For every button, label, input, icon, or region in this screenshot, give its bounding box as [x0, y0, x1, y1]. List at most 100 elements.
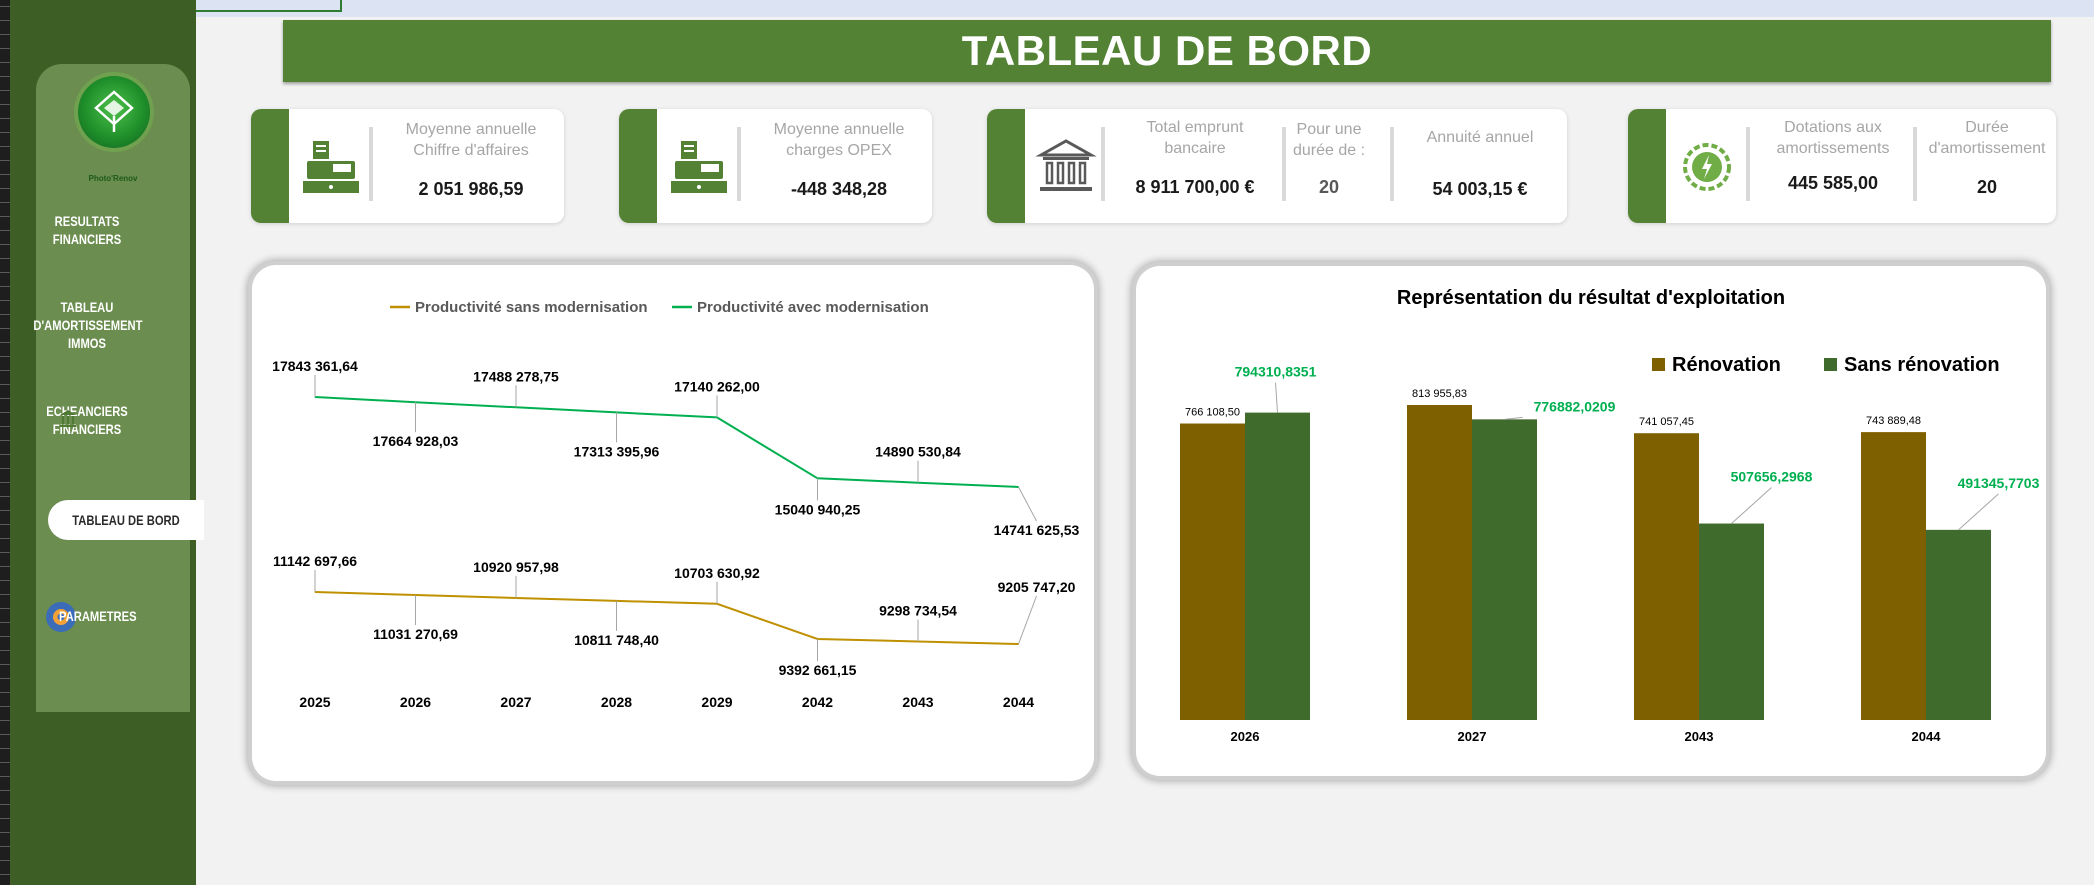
- kpi-card-emprunt: Total emprunt bancaire 8 911 700,00 € Po…: [987, 109, 1567, 223]
- card-separator: [1913, 127, 1917, 201]
- nav-resultats-financiers[interactable]: RESULTATS FINANCIERS: [52, 213, 122, 247]
- x-tick-label: 2044: [1912, 729, 1942, 744]
- data-label: 491345,7703: [1958, 475, 2040, 491]
- legend-entry: Rénovation: [1672, 354, 1781, 376]
- sidebar: Photo'Renov RESULTATS FINANCIERS TABLEAU…: [10, 0, 204, 885]
- chart-legend: Productivité sans modernisation Productiv…: [390, 299, 929, 316]
- row-header-strip: [0, 0, 10, 885]
- data-label: 11031 270,69: [373, 626, 458, 642]
- nav-tableau-de-bord[interactable]: TABLEAU DE BORD: [48, 500, 204, 540]
- logo-caption: Photo'Renov: [88, 174, 138, 183]
- chart-title: Représentation du résultat d'exploitatio…: [1397, 287, 1785, 309]
- x-tick-label: 2043: [1685, 729, 1714, 744]
- x-tick-label: 2025: [299, 694, 330, 710]
- nav-tableau-amortissement[interactable]: TABLEAU D'AMORTISSEMENT IMMOS: [33, 299, 143, 351]
- kpi-annuite-value: 54 003,15 €: [1432, 179, 1528, 199]
- x-tick-label: 2028: [601, 694, 632, 710]
- kpi-ca-value: 2 051 986,59: [418, 179, 524, 199]
- legend-swatch: [1652, 358, 1665, 371]
- card-separator: [369, 127, 373, 201]
- kpi-card-opex: Moyenne annuelle charges OPEX -448 348,2…: [619, 109, 932, 223]
- kpi-amort-duree-label: Durée d'amortissement: [1928, 119, 2046, 157]
- card-stripe: [251, 109, 289, 223]
- legend-swatch: [1824, 358, 1837, 371]
- data-label: 17843 361,64: [272, 358, 358, 374]
- data-label: 9205 747,20: [998, 579, 1076, 595]
- page-title: TABLEAU DE BORD: [961, 27, 1373, 74]
- nav-echeanciers-financiers[interactable]: ECHEANCIERS FINANCIERS: [46, 403, 128, 437]
- leader-line: [1504, 416, 1523, 420]
- bank-small-icon: [60, 410, 76, 427]
- data-label: 743 889,48: [1866, 415, 1921, 427]
- chart-legend: Rénovation Sans rénovation: [1652, 354, 2000, 376]
- legend-entry: Sans rénovation: [1844, 354, 2000, 376]
- data-label: 11142 697,66: [273, 553, 357, 569]
- kpi-opex-value: -448 348,28: [790, 179, 888, 199]
- card-separator: [1282, 127, 1286, 201]
- resultat-bar-chart: Représentation du résultat d'exploitatio…: [1180, 287, 2040, 744]
- bar: [1245, 412, 1310, 720]
- x-tick-label: 2029: [701, 694, 732, 710]
- leader-line: [1275, 382, 1278, 413]
- data-label: 741 057,45: [1639, 416, 1694, 428]
- nav-parametres[interactable]: PARAMETRES: [59, 608, 137, 624]
- data-label: 9298 734,54: [879, 603, 957, 619]
- x-tick-label: 2027: [1458, 729, 1487, 744]
- kpi-duree-label: Pour une durée de :: [1292, 121, 1366, 159]
- kpi-amort-value: 445 585,00: [1787, 173, 1879, 193]
- leaf-icon: [94, 90, 134, 132]
- kpi-card-amortissement: Dotations aux amortissements 445 585,00 …: [1628, 109, 2056, 223]
- bank-icon: [1035, 139, 1097, 191]
- nav-tableau-de-bord-label: TABLEAU DE BORD: [72, 512, 180, 528]
- kpi-annuite-label: Annuité annuel: [1426, 129, 1534, 146]
- data-label: 14741 625,53: [994, 522, 1080, 538]
- kpi-amort-duree-value: 20: [1976, 177, 1998, 197]
- data-label: 794310,8351: [1235, 364, 1317, 380]
- x-tick-label: 2026: [1231, 729, 1260, 744]
- data-label: 507656,2968: [1731, 469, 1813, 485]
- cash-register-icon: [303, 141, 359, 193]
- bar: [1926, 529, 1991, 720]
- data-label: 813 955,83: [1412, 388, 1467, 400]
- leader-line: [1018, 486, 1037, 522]
- kpi-emprunt-label: Total emprunt bancaire: [1146, 119, 1244, 157]
- card-separator: [737, 127, 741, 201]
- leader-line: [1018, 595, 1037, 645]
- page-title-bar: TABLEAU DE BORD: [283, 20, 2051, 82]
- card-stripe: [987, 109, 1025, 223]
- card-stripe: [619, 109, 657, 223]
- series-line: [314, 591, 1019, 645]
- productivity-chart-panel: Productivité sans modernisation Productiv…: [252, 265, 1094, 781]
- card-separator: [1390, 127, 1394, 201]
- kpi-emprunt-value: 8 911 700,00 €: [1135, 177, 1255, 197]
- selected-cell: [196, 0, 342, 12]
- data-label: 17313 395,96: [574, 443, 660, 459]
- productivity-line-chart: Productivité sans modernisation Productiv…: [272, 299, 1080, 710]
- data-label: 10703 630,92: [674, 565, 760, 581]
- data-label: 17140 262,00: [674, 378, 760, 394]
- data-label: 17488 278,75: [473, 368, 559, 384]
- bar: [1180, 423, 1245, 720]
- card-stripe: [1628, 109, 1666, 223]
- kpi-duree-value: 20: [1318, 177, 1340, 197]
- app-logo: [78, 76, 150, 148]
- resultat-chart-panel: Représentation du résultat d'exploitatio…: [1136, 266, 2046, 776]
- top-band: [196, 0, 2094, 17]
- eco-energy-icon: [1683, 143, 1731, 191]
- bar: [1472, 419, 1537, 720]
- x-tick-label: 2026: [400, 694, 431, 710]
- kpi-opex-label: Moyenne annuelle charges OPEX: [773, 121, 905, 159]
- bar: [1407, 405, 1472, 720]
- legend-entry: Productivité sans modernisation: [415, 299, 648, 316]
- series-line: [314, 396, 1019, 488]
- data-label: 10811 748,40: [574, 632, 659, 648]
- kpi-amort-label: Dotations aux amortissements: [1776, 119, 1890, 157]
- kpi-ca-label: Moyenne annuelle Chiffre d'affaires: [405, 121, 537, 159]
- card-separator: [1746, 127, 1750, 201]
- x-tick-label: 2042: [802, 694, 833, 710]
- data-label: 766 108,50: [1185, 407, 1240, 419]
- settings-icon: [46, 602, 76, 632]
- legend-entry: Productivité avec modernisation: [697, 299, 929, 316]
- bar: [1699, 523, 1764, 720]
- data-label: 9392 661,15: [779, 662, 857, 678]
